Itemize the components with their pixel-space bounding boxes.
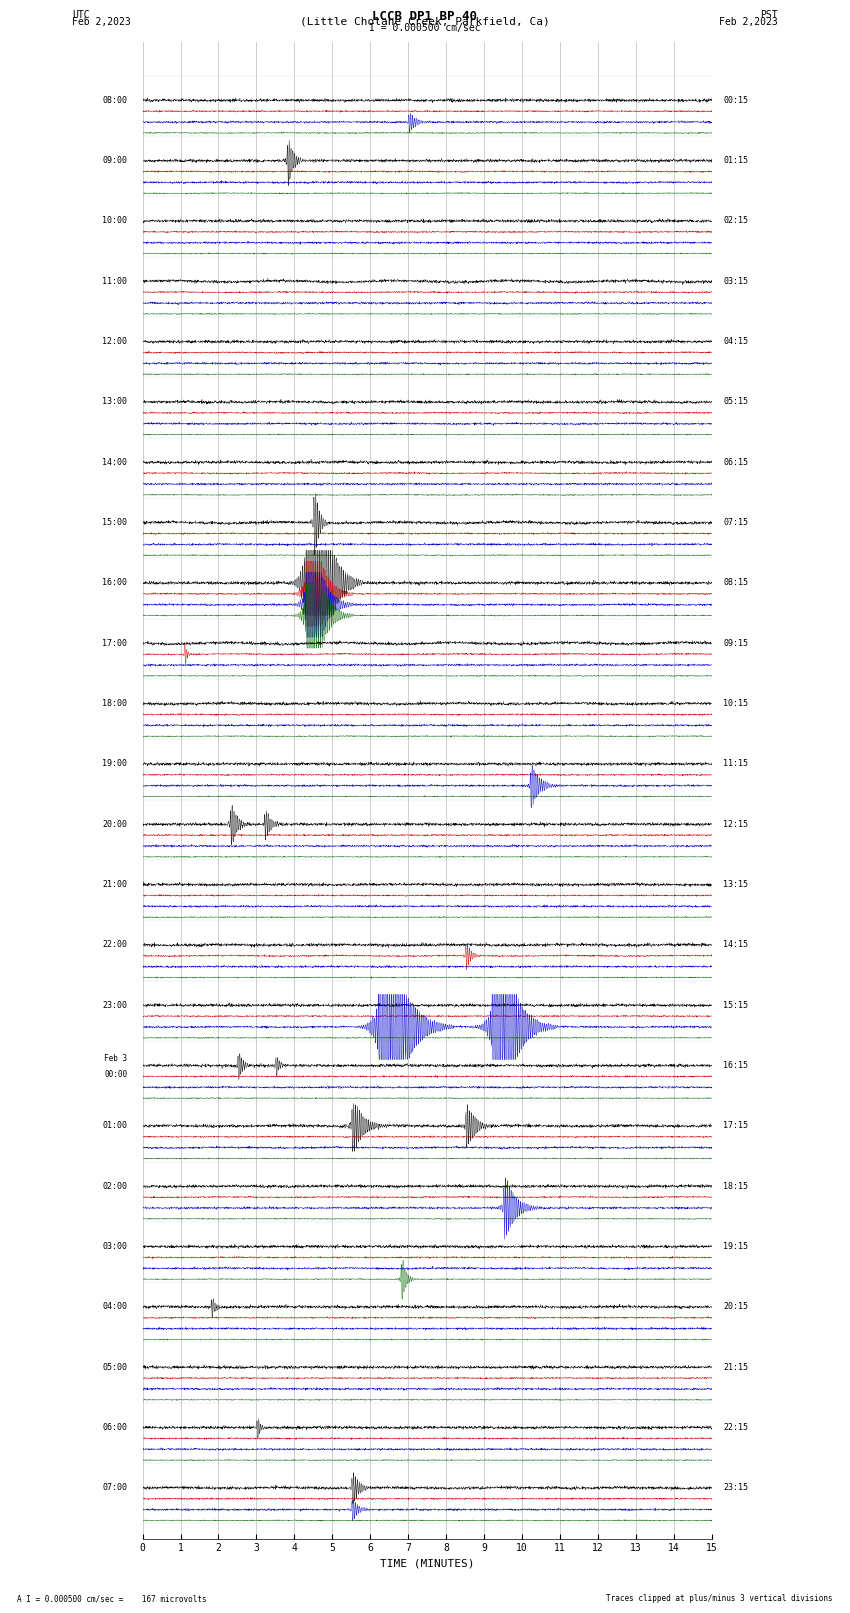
- Text: 10:00: 10:00: [102, 216, 128, 226]
- Text: 19:00: 19:00: [102, 760, 128, 768]
- Text: 02:15: 02:15: [723, 216, 748, 226]
- Text: 04:00: 04:00: [102, 1302, 128, 1311]
- Text: 11:15: 11:15: [723, 760, 748, 768]
- Text: 06:15: 06:15: [723, 458, 748, 466]
- Text: 13:15: 13:15: [723, 881, 748, 889]
- Text: 07:00: 07:00: [102, 1484, 128, 1492]
- Text: Feb 3: Feb 3: [105, 1053, 128, 1063]
- Text: 05:00: 05:00: [102, 1363, 128, 1371]
- Text: 09:00: 09:00: [102, 156, 128, 165]
- Text: 12:00: 12:00: [102, 337, 128, 347]
- Text: 17:15: 17:15: [723, 1121, 748, 1131]
- Text: 03:00: 03:00: [102, 1242, 128, 1252]
- Text: 19:15: 19:15: [723, 1242, 748, 1252]
- Text: Feb 2,2023: Feb 2,2023: [719, 18, 778, 27]
- Text: 00:00: 00:00: [105, 1071, 128, 1079]
- Text: 23:15: 23:15: [723, 1484, 748, 1492]
- Text: I = 0.000500 cm/sec: I = 0.000500 cm/sec: [369, 24, 481, 34]
- Text: Feb 2,2023: Feb 2,2023: [72, 18, 131, 27]
- Text: 14:15: 14:15: [723, 940, 748, 950]
- Text: PST: PST: [760, 11, 778, 21]
- Text: 08:15: 08:15: [723, 579, 748, 587]
- Text: 13:00: 13:00: [102, 397, 128, 406]
- Text: 15:00: 15:00: [102, 518, 128, 527]
- Text: 06:00: 06:00: [102, 1423, 128, 1432]
- Text: 18:15: 18:15: [723, 1182, 748, 1190]
- X-axis label: TIME (MINUTES): TIME (MINUTES): [380, 1560, 474, 1569]
- Text: 04:15: 04:15: [723, 337, 748, 347]
- Text: 23:00: 23:00: [102, 1000, 128, 1010]
- Text: 09:15: 09:15: [723, 639, 748, 648]
- Text: 16:15: 16:15: [723, 1061, 748, 1069]
- Text: 17:00: 17:00: [102, 639, 128, 648]
- Text: 10:15: 10:15: [723, 698, 748, 708]
- Text: 03:15: 03:15: [723, 277, 748, 286]
- Text: (Little Cholane Creek, Parkfield, Ca): (Little Cholane Creek, Parkfield, Ca): [300, 18, 550, 27]
- Text: 00:15: 00:15: [723, 95, 748, 105]
- Text: 21:15: 21:15: [723, 1363, 748, 1371]
- Text: 01:15: 01:15: [723, 156, 748, 165]
- Text: 16:00: 16:00: [102, 579, 128, 587]
- Text: 01:00: 01:00: [102, 1121, 128, 1131]
- Text: 15:15: 15:15: [723, 1000, 748, 1010]
- Text: LCCB DP1 BP 40: LCCB DP1 BP 40: [372, 11, 478, 24]
- Text: 20:15: 20:15: [723, 1302, 748, 1311]
- Text: Traces clipped at plus/minus 3 vertical divisions: Traces clipped at plus/minus 3 vertical …: [606, 1594, 833, 1603]
- Text: 11:00: 11:00: [102, 277, 128, 286]
- Text: 21:00: 21:00: [102, 881, 128, 889]
- Text: 07:15: 07:15: [723, 518, 748, 527]
- Text: 02:00: 02:00: [102, 1182, 128, 1190]
- Text: 14:00: 14:00: [102, 458, 128, 466]
- Text: 08:00: 08:00: [102, 95, 128, 105]
- Text: UTC: UTC: [72, 11, 90, 21]
- Text: 12:15: 12:15: [723, 819, 748, 829]
- Text: 22:15: 22:15: [723, 1423, 748, 1432]
- Text: 20:00: 20:00: [102, 819, 128, 829]
- Text: 22:00: 22:00: [102, 940, 128, 950]
- Text: A I = 0.000500 cm/sec =    167 microvolts: A I = 0.000500 cm/sec = 167 microvolts: [17, 1594, 207, 1603]
- Text: 18:00: 18:00: [102, 698, 128, 708]
- Text: 05:15: 05:15: [723, 397, 748, 406]
